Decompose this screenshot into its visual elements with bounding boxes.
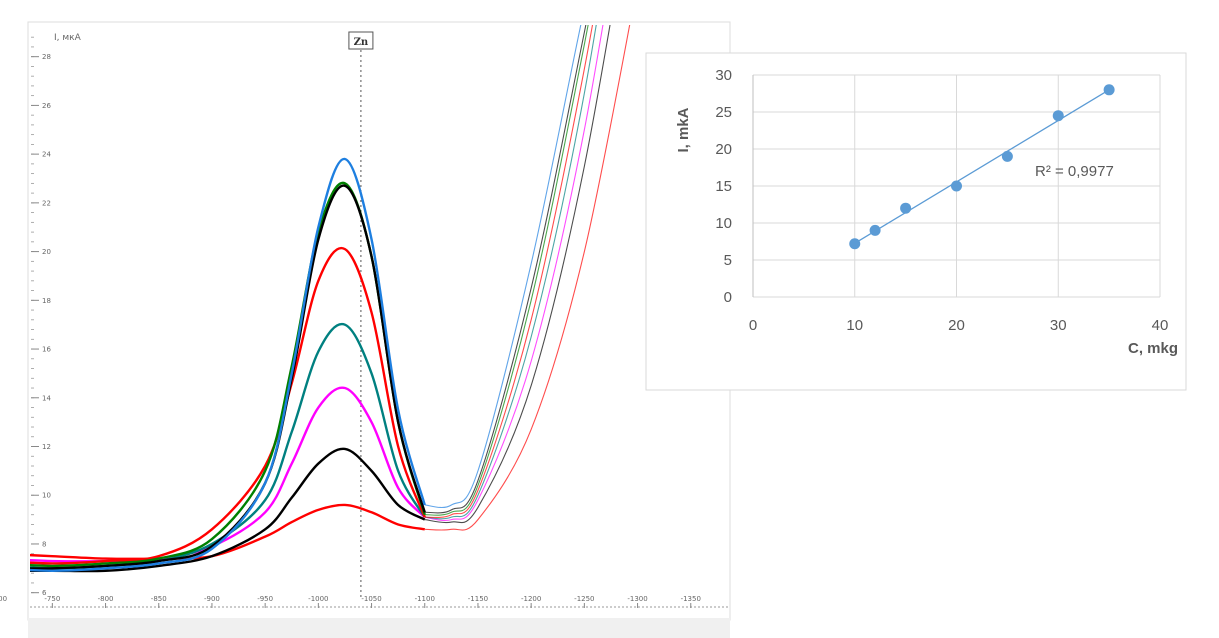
x-tick-label: -1200	[521, 595, 541, 603]
x-tick-label: 20	[948, 317, 965, 334]
data-point	[1001, 150, 1013, 162]
zn-label: Zn	[354, 37, 369, 48]
x-tick-label: -1100	[415, 595, 435, 603]
x-tick-label: -1350	[681, 595, 701, 603]
x-tick-label: -900	[204, 595, 220, 603]
y-tick-label: 28	[42, 53, 51, 61]
x-tick-label: -850	[151, 595, 167, 603]
r-squared-label: R² = 0,9977	[1035, 163, 1114, 180]
series-2-peak	[30, 447, 426, 573]
x-tick-label: -1000	[308, 595, 328, 603]
data-point	[869, 224, 881, 236]
y-tick-label: 12	[42, 443, 51, 451]
x-tick-label: 0	[749, 317, 757, 334]
x-tick-label: 40	[1152, 317, 1169, 334]
x-tick-label: -1050	[361, 595, 381, 603]
series-8-tail	[424, 25, 582, 509]
x-tick-label: -1300	[627, 595, 647, 603]
x-tick-label: 10	[846, 317, 863, 334]
y-tick-label: 16	[42, 346, 51, 354]
x-tick-label: -950	[257, 595, 273, 603]
x-tick-label: -1150	[468, 595, 488, 603]
series-8-peak	[30, 157, 426, 572]
trendline	[854, 89, 1110, 244]
x-axis-label: C, mkg	[1128, 340, 1178, 357]
data-point	[951, 180, 962, 192]
y-axis-label: I, мкA	[54, 33, 82, 43]
series-1-tail	[424, 25, 631, 531]
series-7-tail	[424, 25, 587, 514]
bottom-band	[28, 618, 730, 638]
x-tick-label: -1250	[574, 595, 594, 603]
y-tick-label: 24	[42, 151, 51, 159]
curves	[30, 25, 631, 573]
y-tick-label: 26	[42, 102, 51, 110]
zn-label-box	[348, 31, 374, 50]
x-tick-label: -800	[98, 595, 114, 603]
y-tick-label: 14	[42, 394, 51, 402]
series-5-tail	[424, 25, 594, 519]
y-tick-label: 8	[42, 540, 46, 548]
series-4-tail	[424, 25, 597, 520]
y-tick-label: 10	[42, 492, 51, 500]
y-tick-label: 6	[42, 589, 47, 597]
data-point	[849, 238, 861, 250]
series-1-peak	[30, 503, 425, 561]
data-point	[900, 202, 912, 214]
series-3-tail	[424, 25, 604, 522]
y-tick-label: 22	[42, 199, 51, 207]
x-tick-label: -750	[44, 595, 60, 603]
series-2-tail	[424, 25, 611, 524]
data-point	[1103, 84, 1115, 96]
voltammogram-chart: 6 8 10 12 14 16 18 20 22 24 26 28 I, мкA -700 -750 -800…	[0, 21, 731, 638]
plot-frame	[27, 21, 731, 621]
series-6-tail	[424, 25, 589, 516]
x-tick-label: 30	[1050, 317, 1067, 334]
y-tick-label: 18	[42, 297, 51, 305]
y-tick-label: 20	[42, 248, 51, 256]
data-point	[1052, 110, 1064, 122]
x-tick-label: -700	[0, 595, 7, 603]
